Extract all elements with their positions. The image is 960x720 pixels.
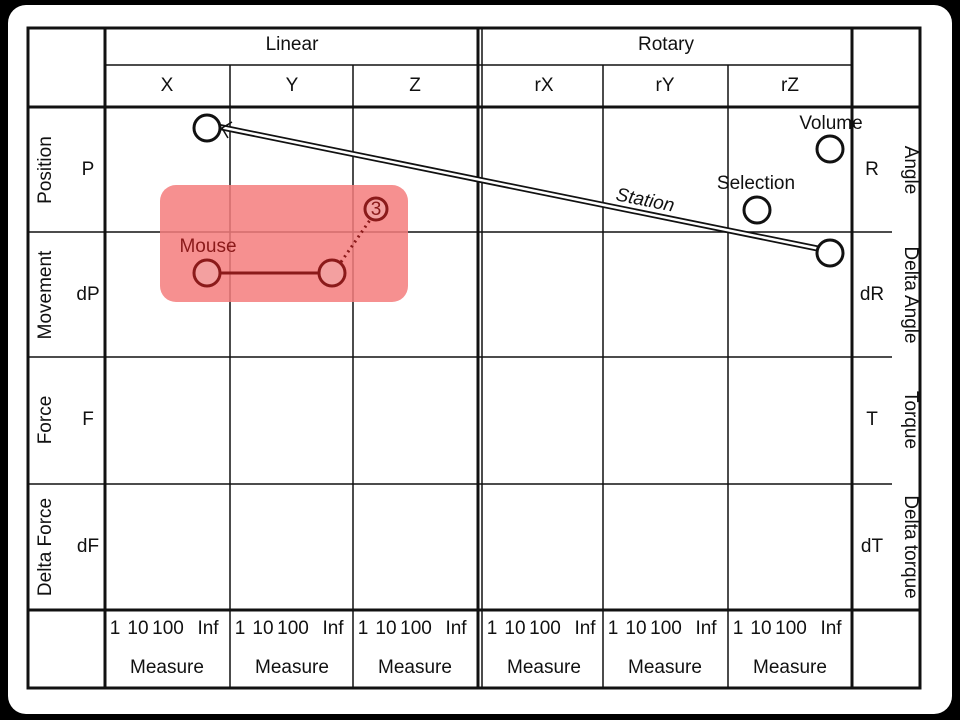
row-right-symbol: dT [861,536,884,557]
sheet [8,5,952,714]
row-name: Position [35,136,56,204]
scale-label: 10 [375,618,396,639]
row-right-name: Delta torque [900,495,921,599]
scale-label: 10 [625,618,646,639]
row-right-name: Delta Angle [900,246,921,343]
node [815,238,845,268]
station-line [214,121,831,254]
scale-label: Inf [197,618,219,639]
scale-label: Inf [322,618,344,639]
volume-node [815,134,845,164]
grid [26,26,922,690]
scale-label: 10 [504,618,525,639]
scale-label: 100 [775,618,807,639]
column-label: Y [286,75,299,96]
measure-label: Measure [378,657,452,678]
scale-label: 100 [400,618,432,639]
row-right-name: Angle [900,146,921,195]
selection-label: Selection [717,173,795,194]
row-right-symbol: dR [860,284,884,305]
scale-label: 10 [127,618,148,639]
row-right-symbol: R [865,159,879,180]
row-symbol: F [82,409,94,430]
scale-label: 100 [650,618,682,639]
scale-label: 1 [733,618,744,639]
measure-label: Measure [507,657,581,678]
scale-label: 1 [608,618,619,639]
scale-label: 10 [750,618,771,639]
column-label: rY [656,75,675,96]
step-node [363,196,389,222]
row-symbol: P [82,159,95,180]
measure-label: Measure [130,657,204,678]
scale-label: 100 [529,618,561,639]
scale-label: 10 [252,618,273,639]
row-symbol: dF [77,536,99,557]
scale-label: Inf [695,618,717,639]
measure-label: Measure [753,657,827,678]
column-label: Z [409,75,421,96]
scale-label: 1 [487,618,498,639]
scale-label: 1 [110,618,121,639]
scale-label: 100 [152,618,184,639]
volume-label: Volume [799,113,862,134]
node [192,113,222,143]
row-name: Movement [35,250,56,339]
scale-label: Inf [574,618,596,639]
mouse-node [192,258,222,288]
group-label: Linear [266,34,319,55]
measure-label: Measure [628,657,702,678]
scale-label: 1 [358,618,369,639]
measure-label: Measure [255,657,329,678]
scale-label: Inf [820,618,842,639]
row-right-name: Torque [900,391,921,449]
mouse-label: Mouse [179,236,236,257]
row-symbol: dP [76,284,99,305]
scale-label: 1 [235,618,246,639]
scale-label: 100 [277,618,309,639]
mouse-node [317,258,347,288]
step-label: 3 [371,199,382,220]
row-right-symbol: T [866,409,878,430]
scale-label: Inf [445,618,467,639]
selection-node [742,195,772,225]
column-label: X [161,75,174,96]
row-name: Delta Force [35,498,56,596]
column-label: rZ [781,75,799,96]
column-label: rX [535,75,554,96]
mouse-dots [339,219,372,263]
group-label: Rotary [638,34,694,55]
row-name: Force [35,396,56,445]
